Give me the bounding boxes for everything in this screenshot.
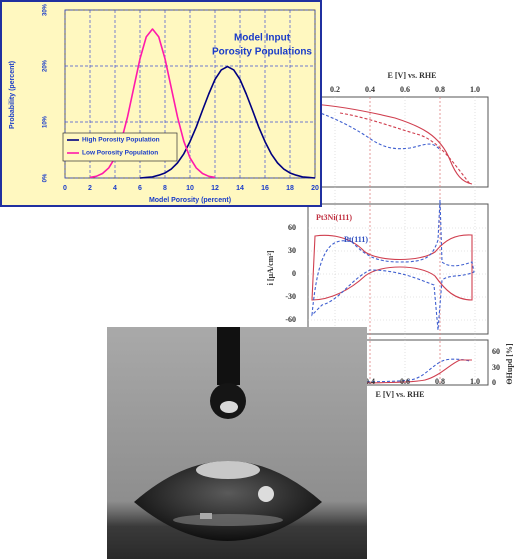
right-tick: 0	[492, 378, 496, 387]
x-tick-label: 20	[311, 185, 319, 192]
y-axis-label: Probability (percent)	[9, 61, 16, 129]
x-axis-label: Model Porosity (percent)	[149, 197, 231, 204]
y-tick: 0	[292, 269, 296, 278]
panel-label: Pt3Ni(111)	[316, 213, 352, 222]
legend-box	[62, 132, 178, 162]
top-tick: 1.0	[470, 85, 480, 94]
curve	[339, 112, 471, 185]
y-axis-label: i [µA/cm²]	[266, 250, 275, 285]
bottom-tick: 0.6	[400, 377, 410, 386]
drop-highlight	[220, 401, 238, 413]
y-tick: -60	[285, 315, 296, 324]
curve	[311, 109, 441, 151]
line	[89, 28, 216, 179]
ref-lines	[369, 97, 441, 385]
bottom-tick: 1.0	[470, 377, 480, 386]
legend-label: High Porosity Population	[82, 137, 160, 144]
right-tick: 60	[492, 347, 500, 356]
bottom-axis-label: E [V] vs. RHE	[376, 390, 425, 399]
x-tick-label: 0	[63, 185, 67, 192]
y-tick: 60	[288, 223, 296, 232]
drop-reflection	[196, 461, 260, 479]
curve	[311, 358, 471, 383]
y-tick: -30	[285, 292, 296, 301]
y-tick: 30	[288, 246, 296, 255]
y-tick-label: 20%	[43, 59, 49, 72]
bottom-tick: 0.8	[435, 377, 445, 386]
drop-reflection	[200, 513, 212, 519]
needle	[217, 327, 240, 385]
right-tick: 30	[492, 363, 500, 372]
x-tick-label: 6	[138, 185, 142, 192]
drop-reflection	[258, 486, 274, 502]
chart-title: Model Input	[234, 33, 291, 44]
panel-label: Pt(111)	[344, 235, 368, 244]
porosity-chart: Model Input Porosity Populations Model P…	[0, 0, 322, 207]
x-tick-label: 18	[286, 185, 294, 192]
y-tick-label: 0%	[43, 173, 49, 182]
top-tick: 0.4	[365, 85, 375, 94]
right-axis-label: ΘHupd [%]	[505, 343, 514, 384]
top-tick: 0.2	[330, 85, 340, 94]
curve	[311, 103, 473, 185]
x-tick-label: 12	[211, 185, 219, 192]
curve	[311, 234, 473, 301]
x-tick-label: 2	[88, 185, 92, 192]
drop-reflection	[173, 514, 283, 526]
x-tick-label: 4	[113, 185, 117, 192]
line	[139, 65, 316, 179]
top-axis-label: E [V] vs. RHE	[388, 71, 437, 80]
curves	[311, 103, 475, 384]
top-tick: 0.8	[435, 85, 445, 94]
bottom-tick: 0.4	[365, 377, 375, 386]
legend-label: Low Porosity Population	[82, 150, 158, 157]
pendant-drop	[210, 383, 246, 419]
chart-frame	[0, 0, 322, 207]
x-tick-label: 8	[163, 185, 167, 192]
x-tick-label: 16	[261, 185, 269, 192]
x-tick-label: 14	[236, 185, 244, 192]
chart-title: Porosity Populations	[212, 47, 312, 58]
panel-frame	[307, 203, 489, 335]
x-tick-label: 10	[186, 185, 194, 192]
y-tick-label: 30%	[43, 3, 49, 16]
droplet-photo	[107, 327, 367, 559]
curve	[311, 199, 475, 331]
y-tick-label: 10%	[43, 115, 49, 128]
top-tick: 0.6	[400, 85, 410, 94]
